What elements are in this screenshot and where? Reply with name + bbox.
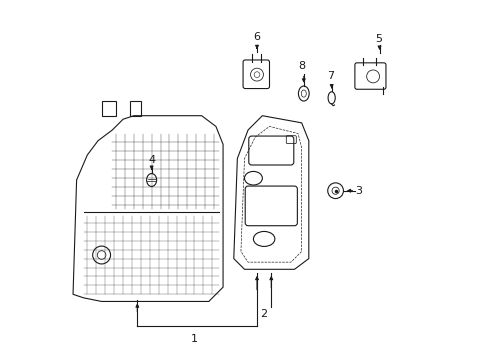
Text: 4: 4 — [148, 156, 155, 165]
Text: 2: 2 — [260, 309, 267, 319]
Text: 5: 5 — [374, 34, 381, 44]
Text: 8: 8 — [298, 61, 305, 71]
Text: 3: 3 — [355, 186, 362, 196]
Text: 7: 7 — [326, 71, 334, 81]
Text: 6: 6 — [253, 32, 260, 42]
Text: 1: 1 — [191, 334, 198, 344]
